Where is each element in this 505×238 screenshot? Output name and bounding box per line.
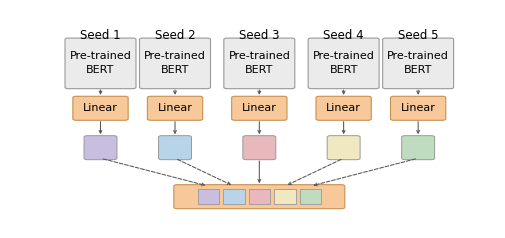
FancyBboxPatch shape [158, 136, 191, 160]
Text: Pre-trained
BERT: Pre-trained BERT [69, 51, 131, 75]
Text: Seed 1: Seed 1 [80, 29, 121, 42]
FancyBboxPatch shape [274, 189, 295, 204]
Text: Linear: Linear [326, 103, 361, 113]
FancyBboxPatch shape [84, 136, 117, 160]
Text: Pre-trained
BERT: Pre-trained BERT [228, 51, 290, 75]
Text: Linear: Linear [241, 103, 276, 113]
FancyBboxPatch shape [65, 38, 136, 89]
FancyBboxPatch shape [248, 189, 270, 204]
Text: Seed 2: Seed 2 [155, 29, 195, 42]
FancyBboxPatch shape [390, 96, 445, 120]
Text: Linear: Linear [83, 103, 118, 113]
Text: Seed 3: Seed 3 [238, 29, 279, 42]
FancyBboxPatch shape [223, 38, 294, 89]
Text: Linear: Linear [400, 103, 435, 113]
FancyBboxPatch shape [139, 38, 210, 89]
FancyBboxPatch shape [223, 189, 244, 204]
FancyBboxPatch shape [231, 96, 286, 120]
FancyBboxPatch shape [382, 38, 453, 89]
Text: Pre-trained
BERT: Pre-trained BERT [144, 51, 206, 75]
FancyBboxPatch shape [401, 136, 434, 160]
Text: Pre-trained
BERT: Pre-trained BERT [386, 51, 448, 75]
FancyBboxPatch shape [242, 136, 275, 160]
Text: Pre-trained
BERT: Pre-trained BERT [312, 51, 374, 75]
FancyBboxPatch shape [308, 38, 378, 89]
Text: Linear: Linear [157, 103, 192, 113]
FancyBboxPatch shape [327, 136, 360, 160]
FancyBboxPatch shape [197, 189, 219, 204]
FancyBboxPatch shape [315, 96, 371, 120]
FancyBboxPatch shape [147, 96, 203, 120]
FancyBboxPatch shape [174, 185, 344, 209]
FancyBboxPatch shape [73, 96, 128, 120]
Text: Seed 4: Seed 4 [323, 29, 363, 42]
Text: Seed 5: Seed 5 [397, 29, 437, 42]
FancyBboxPatch shape [299, 189, 321, 204]
